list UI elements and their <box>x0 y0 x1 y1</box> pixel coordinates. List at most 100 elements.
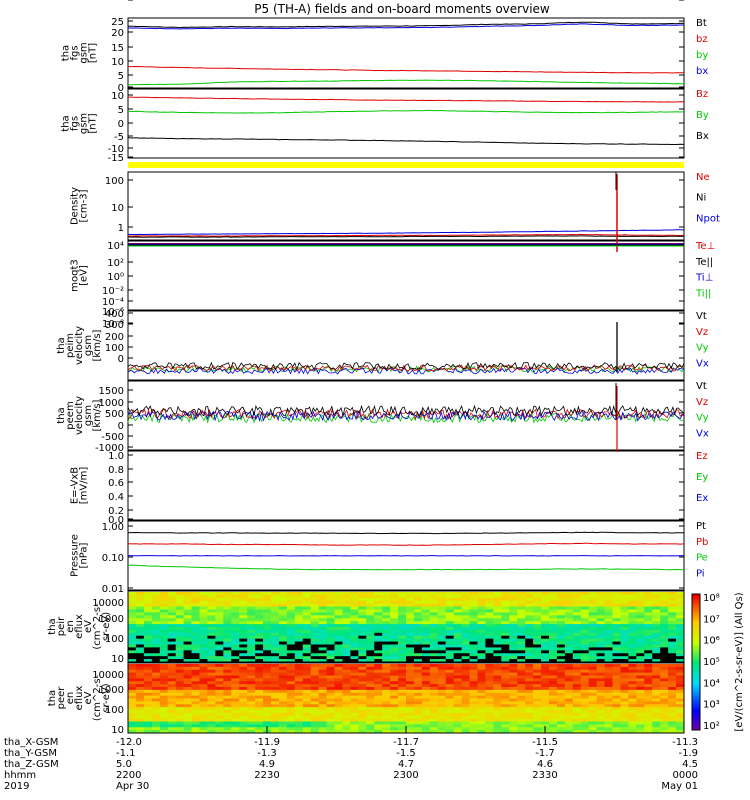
spectrogram-cell <box>461 695 470 699</box>
spectrogram-cell <box>302 653 312 657</box>
spectrogram-cell <box>493 718 502 722</box>
y-axis-label: velocity <box>74 326 85 365</box>
spectrogram-cell <box>326 621 335 625</box>
spectrogram-cell <box>302 621 312 625</box>
spectrogram-cell <box>445 629 455 634</box>
spectrogram-cell <box>255 650 264 654</box>
spectrogram-cell <box>239 594 248 599</box>
spectrogram-cell <box>350 730 359 734</box>
spectrogram-cell <box>461 689 470 694</box>
spectrogram-cell <box>509 692 518 697</box>
spectrogram-cell <box>556 627 566 631</box>
spectrogram-cell <box>413 687 423 691</box>
spectrogram-cell <box>326 669 335 674</box>
spectrogram-cell <box>437 635 447 640</box>
spectrogram-cell <box>310 594 320 599</box>
spectrogram-cell <box>183 681 192 685</box>
spectrogram-cell <box>596 666 605 671</box>
spectrogram-cell <box>644 600 653 605</box>
spectrogram-cell <box>239 681 248 685</box>
spectrogram-cell <box>382 672 391 676</box>
spectrogram-cell <box>143 627 153 631</box>
spectrogram-cell <box>294 698 304 702</box>
spectrogram-cell <box>350 612 359 616</box>
spectrogram-cell <box>628 710 637 714</box>
spectrogram-cell <box>247 715 256 720</box>
spectrogram-cell <box>429 624 439 628</box>
spectrogram-cell <box>183 659 192 663</box>
spectrogram-cell <box>191 600 200 605</box>
spectrogram-cell <box>636 621 645 625</box>
spectrogram-cell <box>477 695 486 699</box>
spectrogram-cell <box>191 632 200 637</box>
spectrogram-cell <box>445 715 455 720</box>
spectrogram-cell <box>636 618 645 622</box>
spectrogram-cell <box>676 612 685 616</box>
spectrogram-cell <box>247 644 256 648</box>
spectrogram-cell <box>660 612 669 616</box>
spectrogram-cell <box>366 724 375 728</box>
spectrogram-cell <box>302 669 312 674</box>
y-axis-label: moqt3 <box>70 259 81 292</box>
spectrogram-cell <box>429 632 439 637</box>
spectrogram-cell <box>223 612 232 616</box>
spectrogram-cell <box>223 678 232 682</box>
spectrogram-cell <box>668 707 677 711</box>
spectrogram-cell <box>255 666 264 671</box>
spectrogram-cell <box>151 635 161 640</box>
spectrogram-cell <box>374 627 383 631</box>
spectrogram-cell <box>548 603 558 607</box>
spectrogram-cell <box>604 618 613 622</box>
spectrogram-cell <box>668 730 677 734</box>
spectrogram-cell <box>286 707 296 711</box>
spectrogram-cell <box>247 641 256 645</box>
spectrogram-cell <box>199 701 208 705</box>
spectrogram-cell <box>485 615 494 619</box>
spectrogram-cell <box>620 629 629 634</box>
spectrogram-cell <box>548 653 558 657</box>
spectrogram-cell <box>469 635 478 640</box>
spectrogram-cell <box>501 704 510 708</box>
y-axis-label: [nPa] <box>79 542 90 568</box>
spectrogram-cell <box>541 650 550 654</box>
spectrogram-cell <box>135 600 145 605</box>
spectrogram-cell <box>278 659 288 663</box>
spectrogram-cell <box>580 684 590 688</box>
spectrogram-cell <box>151 629 161 634</box>
spectrogram-cell <box>628 618 637 622</box>
spectrogram-cell <box>525 597 534 602</box>
spectrogram-cell <box>294 612 304 616</box>
spectrogram-cell <box>541 659 550 663</box>
spectrogram-cell <box>350 603 359 607</box>
spectrogram-cell <box>326 689 335 694</box>
spectrogram-cell <box>366 684 375 688</box>
x-tick-label: -1.1 <box>116 748 136 759</box>
spectrogram-cell <box>509 695 518 699</box>
spectrogram-cell <box>151 597 161 602</box>
spectrogram-cell <box>636 681 645 685</box>
spectrogram-cell <box>270 704 280 708</box>
spectrogram-cell <box>382 664 391 668</box>
spectrogram-cell <box>469 695 478 699</box>
spectrogram-cell <box>453 635 462 640</box>
spectrogram-cell <box>445 647 455 651</box>
spectrogram-cell <box>183 675 192 679</box>
colorbar-tick-label: 10³ <box>703 700 720 711</box>
spectrogram-cell <box>326 692 335 697</box>
spectrogram-cell <box>469 641 478 645</box>
spectrogram-cell <box>302 692 312 697</box>
spectrogram-cell <box>270 675 280 679</box>
spectrogram-cell <box>247 600 256 605</box>
colorbar-cell <box>692 680 700 683</box>
spectrogram-cell <box>382 666 391 671</box>
spectrogram-cell <box>509 653 518 657</box>
spectrogram-cell <box>175 618 184 622</box>
legend-entry: bz <box>696 34 708 45</box>
spectrogram-cell <box>644 707 653 711</box>
spectrogram-cell <box>128 684 137 688</box>
spectrogram-cell <box>660 597 669 602</box>
spectrogram-cell <box>175 664 184 668</box>
spectrogram-cell <box>310 638 320 642</box>
spectrogram-cell <box>263 635 272 640</box>
spectrogram-cell <box>588 730 598 734</box>
